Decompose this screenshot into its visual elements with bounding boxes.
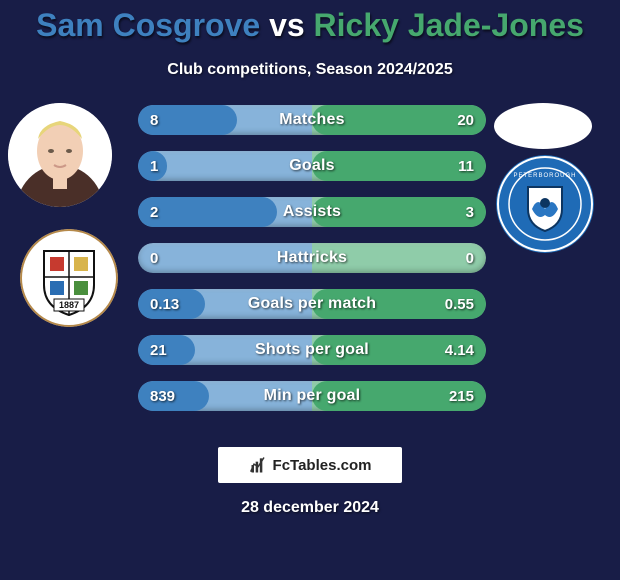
club-crest-right: PETERBOROUGH <box>496 155 594 253</box>
date-text: 28 december 2024 <box>0 499 620 517</box>
bars-icon <box>249 455 269 475</box>
stat-label: Min per goal <box>138 381 486 411</box>
stat-row: 839215Min per goal <box>138 381 486 411</box>
stat-row: 111Goals <box>138 151 486 181</box>
stat-label: Shots per goal <box>138 335 486 365</box>
stat-row: 0.130.55Goals per match <box>138 289 486 319</box>
crest-year: 1887 <box>59 300 79 310</box>
subtitle: Club competitions, Season 2024/2025 <box>0 61 620 79</box>
logo-box: FcTables.com <box>218 447 402 483</box>
logo-text: FcTables.com <box>273 457 372 474</box>
player-right-avatar <box>494 103 592 149</box>
stat-row: 214.14Shots per goal <box>138 335 486 365</box>
player-left-avatar <box>8 103 112 207</box>
page-title: Sam Cosgrove vs Ricky Jade-Jones <box>0 0 620 43</box>
stat-label: Matches <box>138 105 486 135</box>
stat-label: Assists <box>138 197 486 227</box>
title-part: vs <box>260 7 313 43</box>
stat-row: 00Hattricks <box>138 243 486 273</box>
stat-bars: 820Matches 111Goals 23Assists 00Hattricks 0.… <box>138 105 486 427</box>
title-part: Sam Cosgrove <box>36 7 260 43</box>
stat-label: Goals <box>138 151 486 181</box>
stat-label: Goals per match <box>138 289 486 319</box>
stat-row: 23Assists <box>138 197 486 227</box>
comparison-area: 1887 PETERBOROUGH 820Matches 111Goals 23As… <box>0 99 620 429</box>
stat-label: Hattricks <box>138 243 486 273</box>
title-part: Ricky Jade-Jones <box>314 7 584 43</box>
svg-text:PETERBOROUGH: PETERBOROUGH <box>513 173 576 179</box>
club-crest-left: 1887 <box>20 229 118 327</box>
stat-row: 820Matches <box>138 105 486 135</box>
